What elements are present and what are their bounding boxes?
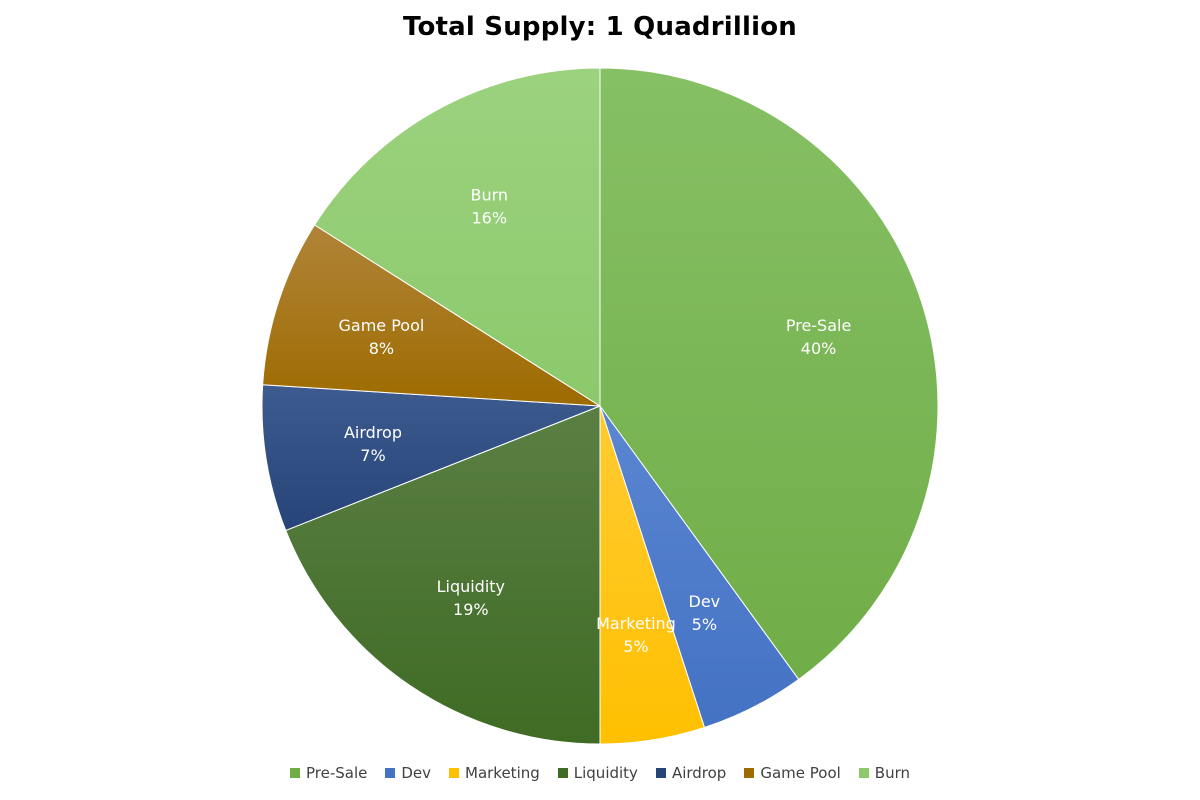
legend-item-marketing: Marketing bbox=[449, 764, 540, 782]
slice-label-game-pool: Game Pool 8% bbox=[338, 316, 424, 358]
pie-slices bbox=[261, 67, 939, 745]
pie-slice-airdrop bbox=[261, 384, 601, 532]
legend-swatch bbox=[557, 768, 568, 778]
legend-label: Pre-Sale bbox=[305, 764, 368, 782]
pie-slice-liquidity bbox=[285, 405, 601, 745]
slice-percent: 5% bbox=[692, 615, 717, 634]
slice-name: Pre-Sale bbox=[786, 316, 851, 335]
legend-label: Game Pool bbox=[760, 764, 841, 782]
chart-title: Total Supply: 1 Quadrillion bbox=[402, 12, 797, 42]
legend-swatch bbox=[858, 768, 869, 778]
pie-labels: Pre-Sale 40% Dev 5% Marketing 5% Liquidity 19% A… bbox=[338, 186, 851, 656]
slice-percent: 16% bbox=[471, 209, 507, 228]
legend-swatch bbox=[744, 768, 755, 778]
legend-label: Burn bbox=[874, 764, 911, 782]
legend-swatch bbox=[289, 768, 300, 778]
slice-label-liquidity: Liquidity 19% bbox=[437, 577, 505, 619]
legend-swatch bbox=[449, 768, 459, 778]
legend-label: Airdrop bbox=[671, 764, 727, 782]
legend-item-burn: Burn bbox=[858, 764, 911, 782]
legend-item-airdrop: Airdrop bbox=[655, 764, 727, 782]
slice-name: Marketing bbox=[596, 614, 676, 633]
legend-item-liquidity: Liquidity bbox=[557, 764, 638, 782]
slice-percent: 19% bbox=[453, 600, 489, 619]
chart-legend: Pre-Sale Dev Marketing Liquidity Airdrop Game… bbox=[0, 764, 1200, 782]
legend-swatch bbox=[385, 768, 396, 778]
slice-label-marketing: Marketing 5% bbox=[596, 614, 676, 656]
slice-name: Dev bbox=[689, 592, 721, 611]
slice-name: Liquidity bbox=[437, 577, 505, 596]
slice-percent: 40% bbox=[801, 339, 837, 358]
pie-slice-game-pool bbox=[262, 224, 601, 407]
slice-name: Burn bbox=[470, 186, 508, 205]
legend-swatch bbox=[655, 768, 666, 778]
legend-item-dev: Dev bbox=[385, 764, 431, 782]
legend-label: Liquidity bbox=[573, 764, 638, 782]
legend-label: Marketing bbox=[465, 764, 540, 782]
legend-item-game-pool: Game Pool bbox=[744, 764, 841, 782]
slice-label-pre-sale: Pre-Sale 40% bbox=[786, 316, 851, 358]
slice-label-dev: Dev 5% bbox=[689, 592, 721, 634]
slice-label-burn: Burn 16% bbox=[470, 186, 508, 228]
slice-percent: 5% bbox=[623, 637, 648, 656]
legend-item-pre-sale: Pre-Sale bbox=[289, 764, 368, 782]
slice-name: Airdrop bbox=[344, 423, 402, 442]
pie-slice-pre-sale bbox=[599, 67, 939, 681]
slice-percent: 7% bbox=[360, 446, 385, 465]
slice-name: Game Pool bbox=[338, 316, 424, 335]
pie-slice-burn bbox=[313, 67, 601, 407]
slice-label-airdrop: Airdrop 7% bbox=[344, 423, 402, 465]
slice-percent: 8% bbox=[369, 339, 394, 358]
legend-label: Dev bbox=[401, 764, 431, 782]
